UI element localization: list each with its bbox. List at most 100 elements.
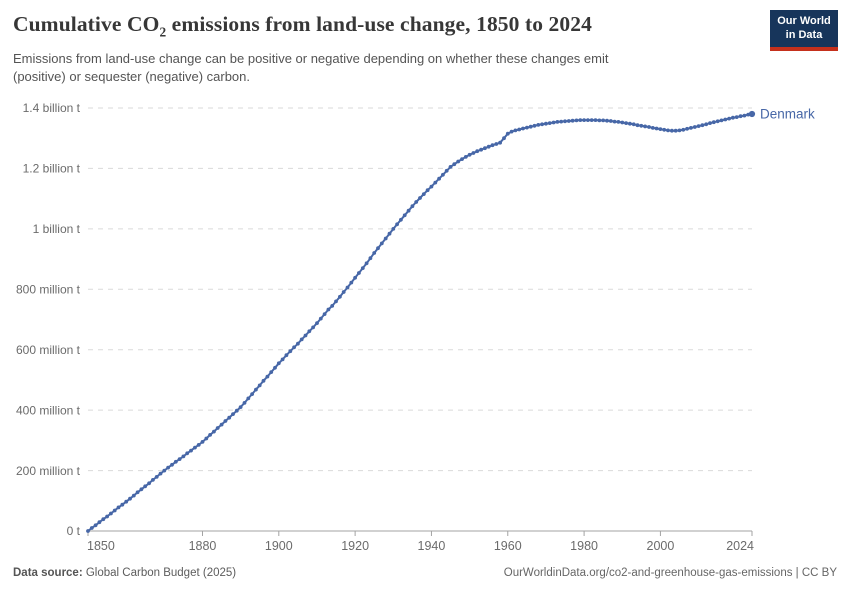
- data-point[interactable]: [170, 462, 174, 467]
- footer-link[interactable]: OurWorldinData.org/co2-and-greenhouse-ga…: [503, 567, 837, 579]
- data-point[interactable]: [200, 440, 205, 444]
- data-point[interactable]: [181, 454, 186, 459]
- data-point[interactable]: [395, 222, 399, 227]
- data-point[interactable]: [379, 241, 384, 246]
- data-point[interactable]: [376, 246, 380, 251]
- data-point[interactable]: [341, 290, 346, 294]
- data-point[interactable]: [402, 213, 407, 218]
- data-point[interactable]: [399, 217, 403, 222]
- data-point[interactable]: [330, 304, 335, 308]
- data-point[interactable]: [425, 188, 430, 193]
- data-point[interactable]: [93, 523, 98, 528]
- data-point[interactable]: [101, 517, 106, 522]
- data-point[interactable]: [479, 147, 483, 152]
- data-point[interactable]: [318, 316, 323, 321]
- data-point[interactable]: [593, 118, 598, 122]
- data-point[interactable]: [689, 126, 693, 130]
- data-point[interactable]: [433, 180, 438, 185]
- data-point[interactable]: [734, 115, 739, 119]
- data-point[interactable]: [448, 165, 453, 169]
- data-point[interactable]: [143, 484, 148, 489]
- data-point[interactable]: [410, 204, 415, 209]
- data-point[interactable]: [391, 227, 396, 231]
- data-point[interactable]: [719, 118, 724, 123]
- data-point[interactable]: [563, 119, 567, 124]
- data-point[interactable]: [273, 365, 277, 370]
- data-point[interactable]: [383, 236, 388, 241]
- data-point[interactable]: [513, 128, 518, 133]
- data-point[interactable]: [505, 131, 510, 136]
- data-point[interactable]: [86, 529, 90, 533]
- data-point[interactable]: [189, 448, 193, 453]
- data-point[interactable]: [544, 121, 548, 126]
- data-point[interactable]: [177, 457, 182, 461]
- data-point[interactable]: [456, 159, 461, 164]
- data-point[interactable]: [112, 508, 117, 513]
- data-point[interactable]: [677, 128, 682, 133]
- data-point[interactable]: [559, 119, 564, 124]
- data-point[interactable]: [685, 126, 689, 131]
- data-point[interactable]: [303, 333, 308, 338]
- data-point[interactable]: [89, 526, 94, 530]
- data-point[interactable]: [692, 125, 697, 129]
- data-point[interactable]: [486, 144, 491, 149]
- data-point[interactable]: [597, 118, 602, 123]
- data-point[interactable]: [498, 140, 502, 145]
- data-point[interactable]: [463, 155, 468, 159]
- data-point[interactable]: [429, 184, 434, 189]
- data-point[interactable]: [517, 127, 522, 132]
- data-point[interactable]: [162, 468, 167, 473]
- data-point[interactable]: [223, 419, 228, 423]
- data-point[interactable]: [631, 122, 636, 127]
- data-point[interactable]: [509, 129, 514, 134]
- data-point[interactable]: [643, 124, 647, 129]
- data-point-end[interactable]: [748, 110, 756, 118]
- data-point[interactable]: [288, 349, 293, 354]
- data-point[interactable]: [551, 120, 556, 125]
- data-point[interactable]: [471, 151, 476, 155]
- data-point[interactable]: [555, 120, 560, 124]
- data-point[interactable]: [467, 152, 472, 157]
- data-point[interactable]: [605, 118, 609, 123]
- data-point[interactable]: [601, 118, 606, 123]
- data-point[interactable]: [528, 124, 533, 129]
- data-point[interactable]: [536, 123, 541, 127]
- denmark-series[interactable]: [86, 110, 756, 533]
- denmark-line[interactable]: [87, 113, 753, 532]
- data-point[interactable]: [147, 481, 152, 486]
- data-point[interactable]: [299, 337, 304, 342]
- data-point[interactable]: [460, 157, 464, 162]
- data-point[interactable]: [204, 436, 209, 441]
- data-point[interactable]: [353, 275, 357, 280]
- data-point[interactable]: [338, 294, 342, 299]
- data-point[interactable]: [265, 374, 270, 379]
- data-point[interactable]: [483, 146, 487, 151]
- data-point[interactable]: [360, 266, 365, 270]
- data-point[interactable]: [151, 478, 155, 482]
- data-point[interactable]: [566, 119, 571, 123]
- data-point[interactable]: [238, 405, 243, 409]
- data-point[interactable]: [673, 128, 678, 133]
- data-point[interactable]: [246, 396, 251, 401]
- data-point[interactable]: [620, 120, 625, 125]
- data-point[interactable]: [158, 471, 163, 476]
- data-point[interactable]: [139, 487, 144, 492]
- data-point[interactable]: [570, 118, 575, 123]
- data-point[interactable]: [547, 121, 552, 125]
- data-point[interactable]: [681, 127, 686, 132]
- data-point[interactable]: [364, 261, 369, 266]
- data-point[interactable]: [521, 126, 525, 131]
- data-point[interactable]: [616, 120, 621, 124]
- data-point[interactable]: [582, 118, 586, 122]
- data-point[interactable]: [452, 162, 457, 167]
- data-point[interactable]: [742, 113, 747, 118]
- data-point[interactable]: [193, 445, 197, 450]
- data-point[interactable]: [628, 121, 632, 126]
- data-point[interactable]: [658, 127, 663, 131]
- data-point[interactable]: [387, 231, 392, 236]
- data-point[interactable]: [418, 196, 422, 200]
- data-point[interactable]: [231, 412, 235, 416]
- data-point[interactable]: [349, 280, 354, 285]
- data-point[interactable]: [444, 168, 449, 173]
- data-point[interactable]: [124, 499, 129, 504]
